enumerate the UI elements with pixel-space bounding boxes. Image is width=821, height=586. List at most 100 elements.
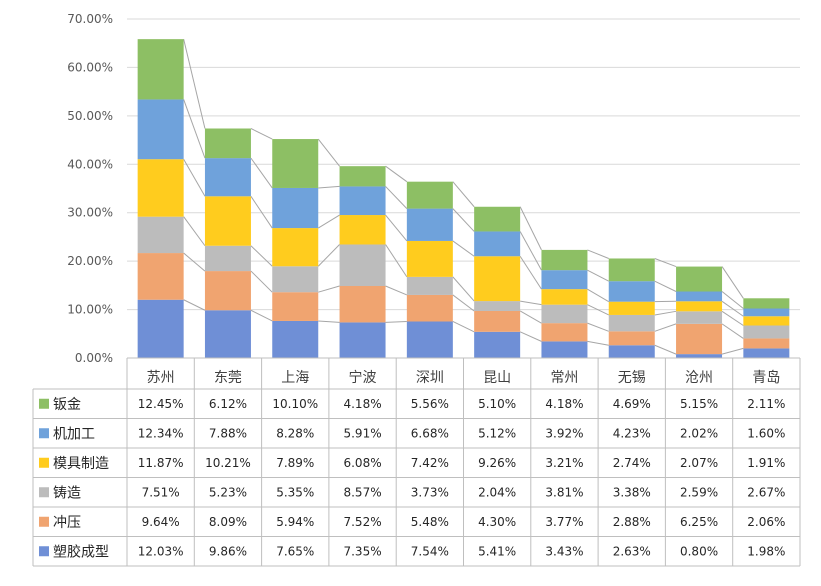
series-line	[386, 321, 407, 322]
series-line	[520, 301, 541, 305]
bar-segment-2-4	[205, 196, 251, 245]
series-line	[184, 300, 205, 311]
data-label: 7.35%	[343, 544, 381, 558]
series-line	[251, 271, 272, 292]
bar-segment-5-3	[407, 277, 453, 295]
bar-segment-6-6	[474, 207, 520, 232]
data-label: 2.88%	[613, 515, 651, 529]
data-label: 11.87%	[138, 456, 184, 470]
legend-key-swatch	[39, 546, 49, 556]
data-label: 12.03%	[138, 544, 184, 558]
data-label: 6.08%	[343, 456, 381, 470]
data-label: 5.48%	[411, 515, 449, 529]
data-label: 7.88%	[209, 426, 247, 440]
series-line	[251, 246, 272, 267]
data-label: 5.15%	[680, 397, 718, 411]
data-label: 5.12%	[478, 426, 516, 440]
data-label: 2.63%	[613, 544, 651, 558]
legend-series-label: 机加工	[53, 426, 95, 442]
data-label: 2.02%	[680, 426, 718, 440]
bar-segment-7-1	[541, 341, 587, 358]
data-label: 5.94%	[276, 515, 314, 529]
series-line	[655, 324, 676, 331]
series-line	[520, 332, 541, 342]
bar-segment-8-6	[609, 258, 655, 281]
data-label: 2.07%	[680, 456, 718, 470]
data-label: 4.23%	[613, 426, 651, 440]
series-line	[655, 311, 676, 315]
series-line	[318, 286, 339, 292]
data-label: 12.34%	[138, 426, 184, 440]
bar-segment-2-1	[205, 310, 251, 358]
series-line	[587, 323, 608, 331]
data-label: 3.38%	[613, 485, 651, 499]
bar-segment-8-5	[609, 281, 655, 301]
data-label: 6.25%	[680, 515, 718, 529]
data-label: 4.30%	[478, 515, 516, 529]
bar-segment-7-3	[541, 305, 587, 323]
data-label: 2.11%	[747, 397, 785, 411]
legend-key-swatch	[39, 399, 49, 409]
legend-key-swatch	[39, 428, 49, 438]
series-line	[722, 324, 743, 339]
y-tick-label: 20.00%	[67, 254, 113, 268]
bar-segment-7-5	[541, 270, 587, 289]
series-line	[453, 182, 474, 207]
legend-series-label: 模具制造	[53, 456, 109, 472]
data-label: 2.67%	[747, 485, 785, 499]
data-label: 4.18%	[343, 397, 381, 411]
bar-segment-10-3	[743, 326, 789, 339]
series-line	[453, 241, 474, 256]
series-line	[587, 250, 608, 259]
bar-segment-4-4	[340, 215, 386, 244]
data-label: 5.35%	[276, 485, 314, 499]
data-label: 1.98%	[747, 544, 785, 558]
data-label: 7.89%	[276, 456, 314, 470]
data-label: 9.64%	[142, 515, 180, 529]
series-line	[318, 321, 339, 322]
bar-segment-8-1	[609, 345, 655, 358]
data-label: 9.26%	[478, 456, 516, 470]
data-label: 4.18%	[545, 397, 583, 411]
bar-segment-10-1	[743, 348, 789, 358]
data-label: 7.52%	[343, 515, 381, 529]
data-label: 2.04%	[478, 485, 516, 499]
series-line	[655, 281, 676, 291]
bar-segment-4-3	[340, 244, 386, 286]
data-label: 12.45%	[138, 397, 184, 411]
series-line	[655, 258, 676, 266]
y-tick-label: 40.00%	[67, 157, 113, 171]
bar-segment-6-3	[474, 301, 520, 311]
data-label: 1.91%	[747, 456, 785, 470]
bar-segment-5-6	[407, 182, 453, 209]
series-line	[251, 310, 272, 321]
data-label: 10.21%	[205, 456, 251, 470]
x-category-label: 青岛	[752, 370, 780, 386]
y-tick-label: 10.00%	[67, 303, 113, 317]
data-label: 5.41%	[478, 544, 516, 558]
legend-series-label: 塑胶成型	[53, 543, 109, 560]
bar-segment-6-1	[474, 332, 520, 358]
series-line	[184, 39, 205, 128]
x-category-label: 苏州	[147, 370, 175, 386]
x-category-label: 宁波	[349, 369, 377, 386]
data-label: 3.81%	[545, 485, 583, 499]
bar-segment-4-2	[340, 286, 386, 322]
bar-segment-1-3	[138, 217, 184, 253]
data-label: 5.91%	[343, 426, 381, 440]
bar-segment-9-1	[676, 354, 722, 358]
series-line	[386, 215, 407, 241]
data-label: 5.56%	[411, 397, 449, 411]
y-tick-label: 0.00%	[75, 351, 113, 365]
series-line	[318, 215, 339, 228]
bar-segment-10-6	[743, 298, 789, 308]
series-line	[251, 158, 272, 188]
y-tick-label: 50.00%	[67, 109, 113, 123]
bar-segment-6-5	[474, 231, 520, 256]
data-label: 6.68%	[411, 426, 449, 440]
bar-segment-2-3	[205, 246, 251, 271]
series-line	[184, 217, 205, 246]
bar-segment-3-1	[272, 321, 318, 358]
series-line	[386, 166, 407, 181]
